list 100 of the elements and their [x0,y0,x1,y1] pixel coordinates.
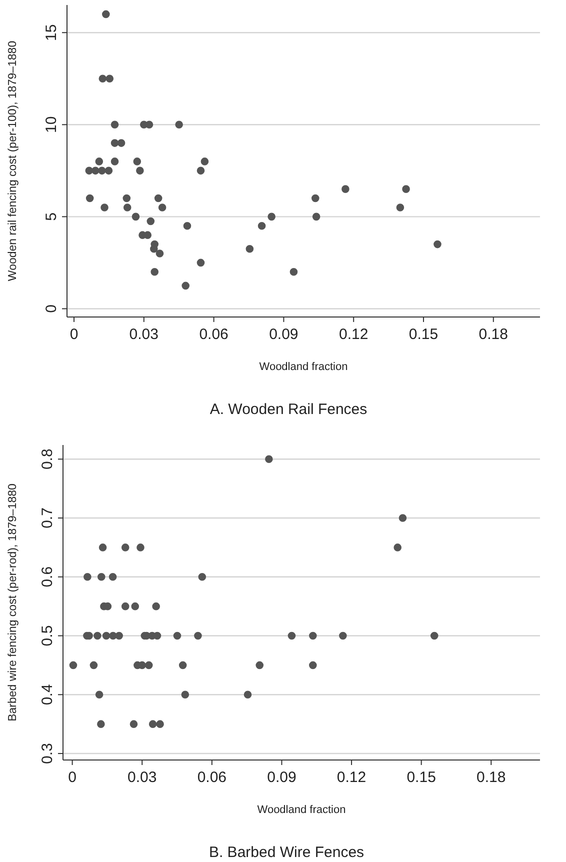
point [265,455,273,464]
point [196,258,205,267]
point [258,222,266,230]
point [104,166,113,175]
point [194,632,202,640]
point [256,661,264,670]
y-tick-label: 0.8 [39,448,56,470]
point [108,572,117,581]
point [92,166,100,175]
y-tick-label: 0 [43,304,60,313]
x-tick-label: 0.12 [336,769,366,786]
point [98,544,107,552]
y-tick-label: 10 [43,116,60,133]
point [95,690,104,699]
point [130,720,138,728]
point [156,720,164,728]
y-tick-label: 5 [43,212,60,221]
point [312,212,320,221]
point [110,158,119,166]
point [181,690,190,699]
point [121,544,130,552]
x-tick-label: 0.18 [478,326,508,343]
x-tick-label: 0.15 [406,769,436,786]
point [434,240,442,248]
point [106,74,114,83]
x-tick-label: 0.06 [197,769,227,786]
point [182,282,190,290]
point [136,544,144,552]
point [175,120,183,129]
point [156,250,164,258]
x-axis-title: Woodland fraction [257,804,346,816]
text: A. Wooden Rail Fences [210,401,368,418]
point [309,661,317,670]
point [133,158,142,166]
point [246,245,254,253]
point [97,720,105,728]
y-tick-label: 0.5 [39,625,56,646]
x-tick-label: 0.09 [269,326,298,343]
point [396,204,404,212]
point [115,632,123,640]
y-tick-label: 0.4 [39,684,56,706]
point [102,10,110,18]
y-axis-title: Barbed wire fencing cost (per-rod), 1879–1880 [7,484,19,722]
point [110,120,119,129]
point [86,194,94,202]
point [398,514,407,522]
point [152,602,160,610]
x-tick-label: 0.15 [408,326,438,343]
point [198,572,206,581]
point [150,268,159,276]
point [117,139,126,147]
point [121,602,130,610]
point [311,194,320,202]
point [98,166,106,175]
point [150,245,158,253]
x-tick-label: 0.12 [338,326,368,343]
y-tick-label: 0.3 [39,743,56,764]
x-axis-title: Woodland fraction [259,361,348,373]
point [131,602,140,610]
x-tick-label: 0.03 [129,326,158,343]
point [122,194,131,202]
point [95,158,104,166]
point [97,572,106,581]
point [268,212,276,221]
text: B. Barbed Wire Fences [208,844,364,861]
point [309,632,317,640]
point [339,632,347,640]
point [100,204,108,212]
point [200,158,209,166]
y-axis-title: Wooden rail fencing cost (per-100), 1879–1880 [7,40,19,282]
point [288,632,296,640]
point [102,632,110,640]
point [123,204,132,212]
point [90,661,98,670]
point [146,217,155,226]
x-tick-label: 0 [68,769,76,786]
y-tick-label: 0.7 [39,508,56,528]
point [342,185,350,193]
point [132,212,140,221]
point [394,544,402,552]
y-tick-label: 0.6 [39,566,56,588]
x-tick-label: 0.03 [128,769,157,786]
y-tick-label: 15 [43,24,60,41]
x-tick-label: 0 [70,326,78,343]
point [196,166,205,175]
point [290,268,298,276]
x-tick-label: 0.06 [199,326,228,343]
point [430,632,438,640]
x-tick-label: 0.09 [267,769,296,786]
point [84,572,92,581]
x-tick-label: 0.18 [476,769,506,786]
point [144,661,153,670]
point [158,204,166,212]
point [110,139,119,147]
point [94,632,102,640]
point [402,185,410,193]
point [136,166,144,175]
point [98,74,107,83]
point [244,690,252,699]
point [148,720,157,728]
